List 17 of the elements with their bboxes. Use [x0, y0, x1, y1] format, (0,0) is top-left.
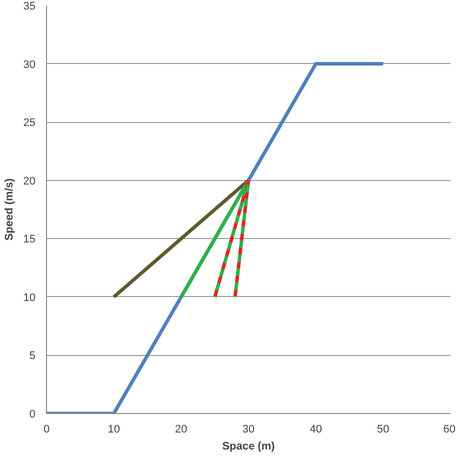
y-tick-label: 30 [23, 58, 36, 71]
x-tick-label: 0 [43, 424, 50, 436]
x-tick-label: 30 [242, 424, 255, 436]
y-tick-label: 20 [23, 175, 36, 188]
y-tick-label: 5 [29, 350, 36, 362]
y-tick-label: 15 [23, 234, 36, 246]
x-tick-label: 20 [175, 424, 188, 436]
y-tick-label: 0 [29, 408, 36, 420]
y-tick-label: 25 [23, 117, 36, 130]
y-axis-title: Speed (m/s) [3, 178, 16, 241]
y-tick-label: 10 [23, 292, 36, 304]
y-tick-label: 35 [23, 0, 36, 12]
x-tick-label: 60 [443, 424, 456, 436]
x-tick-label: 50 [377, 424, 390, 436]
x-axis-title: Space (m) [222, 440, 276, 452]
x-tick-label: 10 [108, 424, 120, 436]
x-tick-label: 40 [310, 424, 322, 436]
